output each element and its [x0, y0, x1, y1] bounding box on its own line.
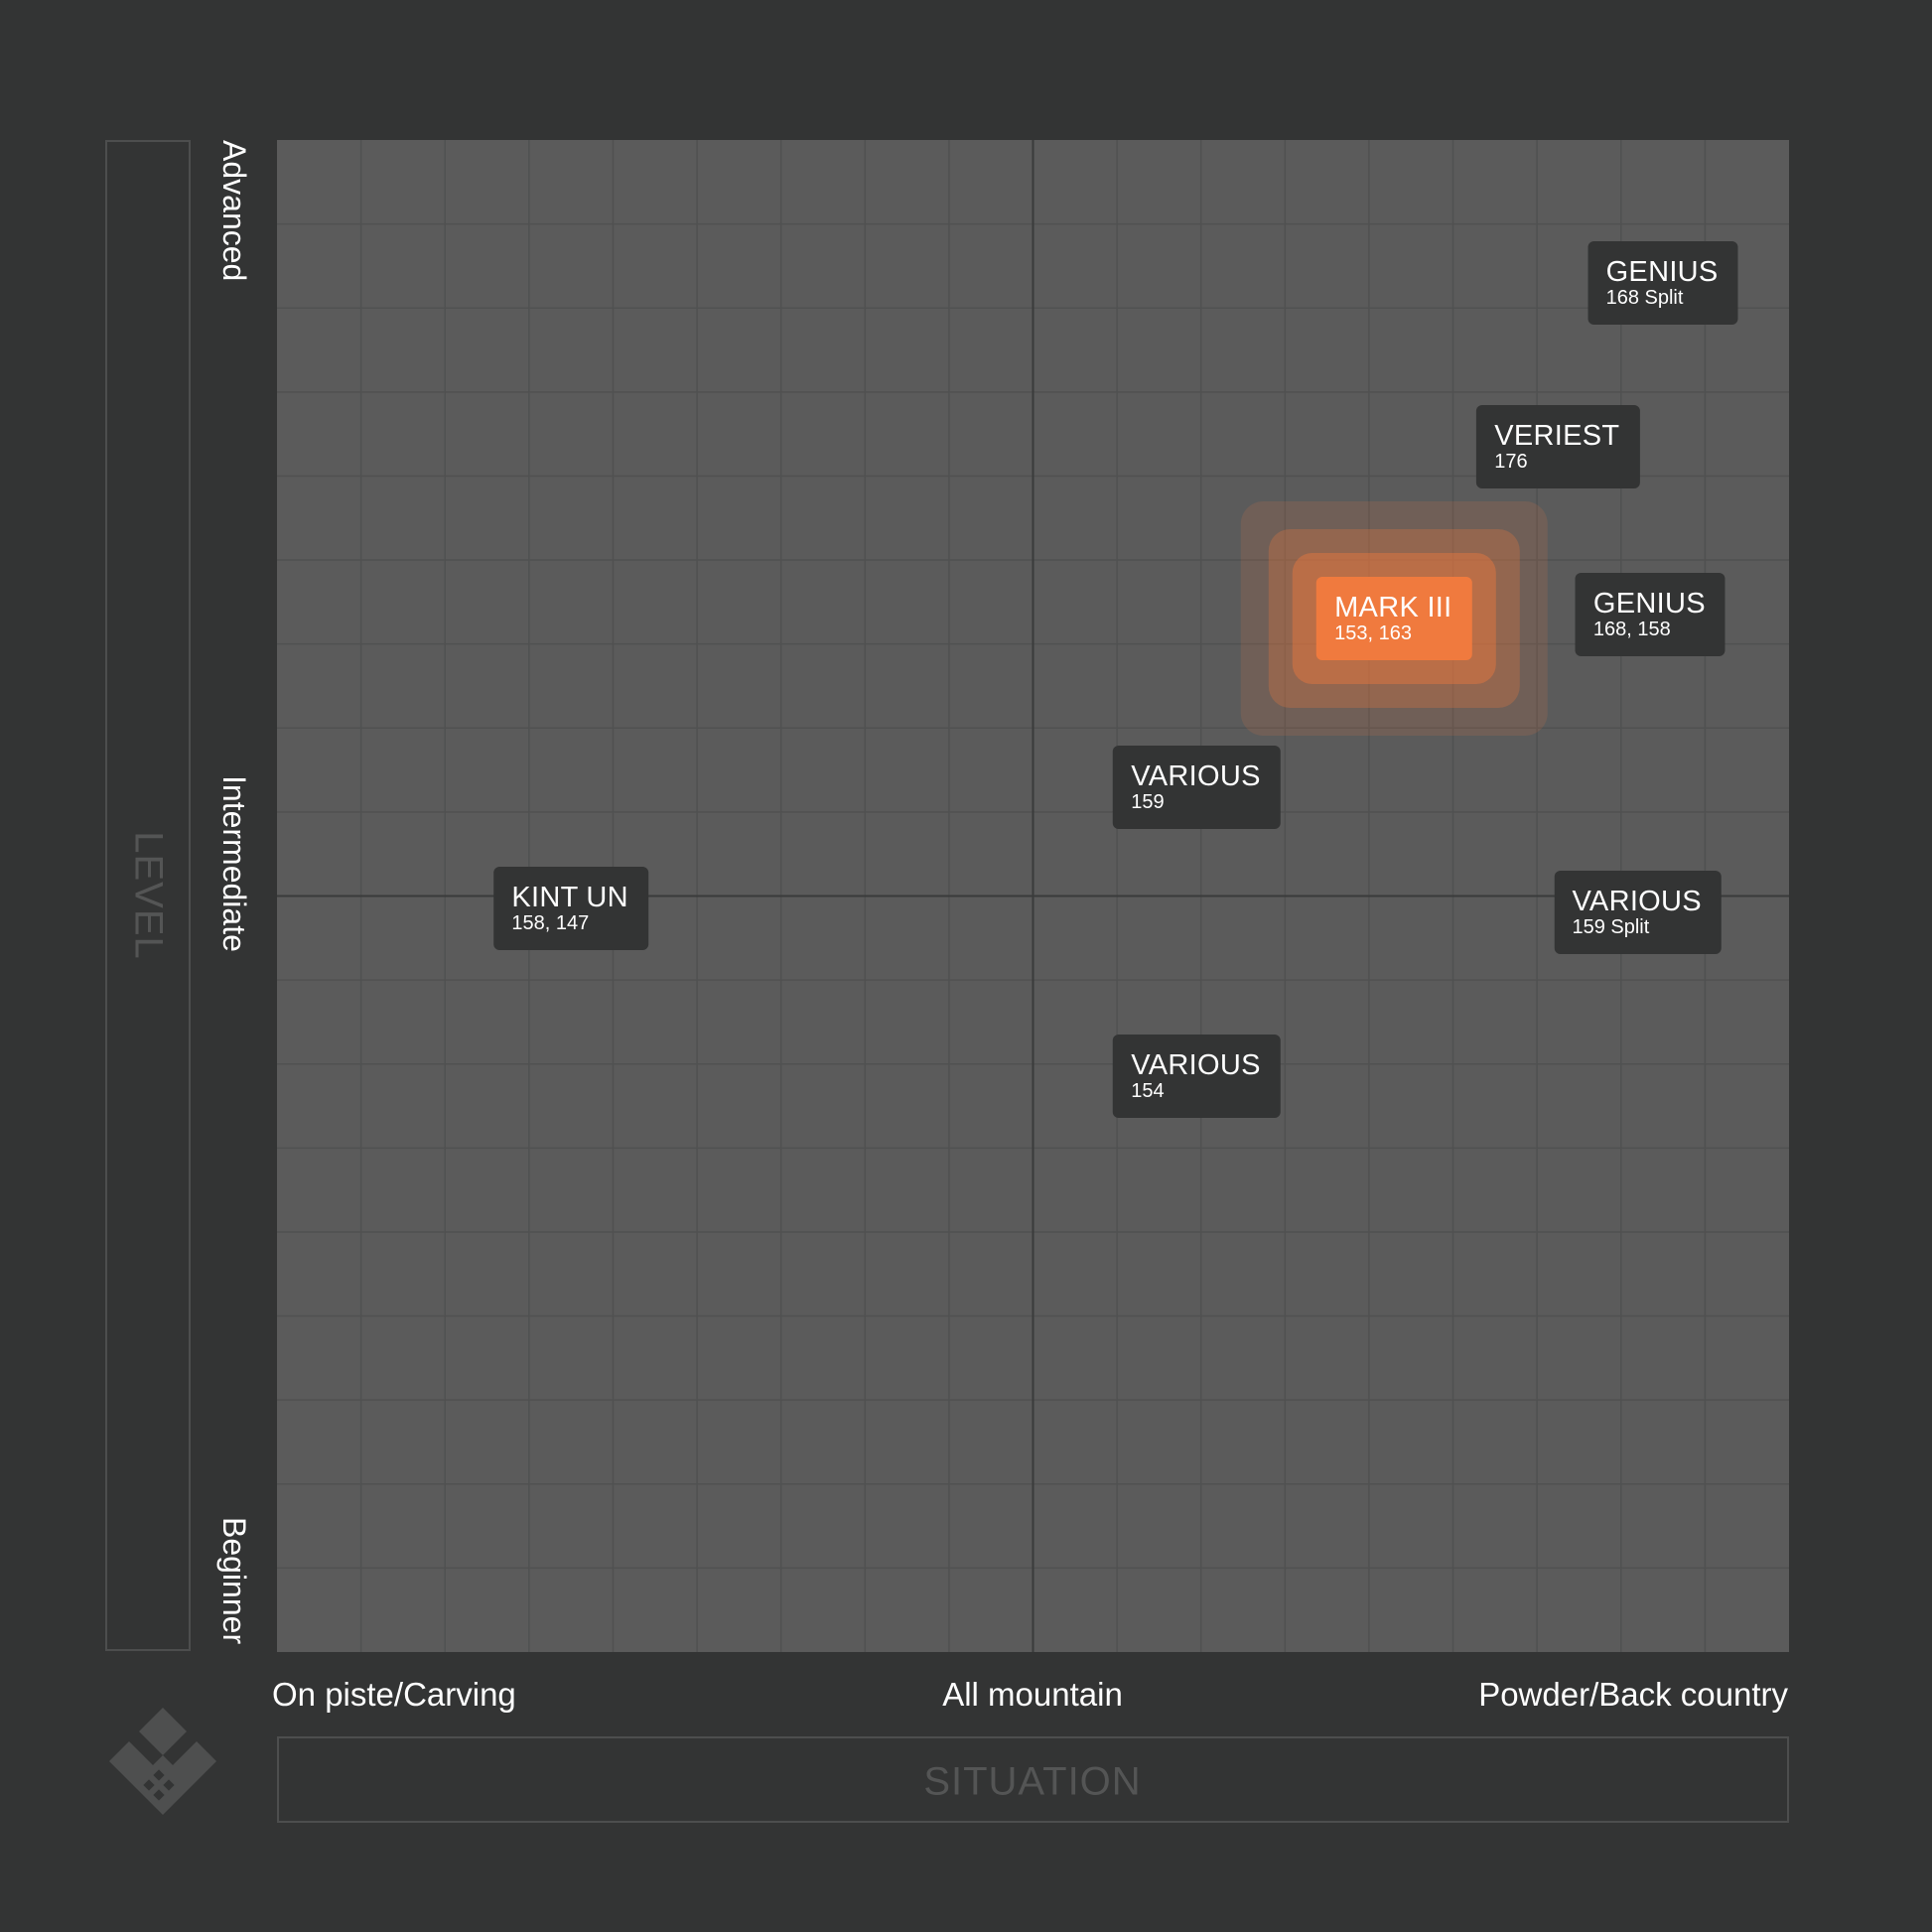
data-point-sizes: 176 — [1494, 450, 1528, 473]
level-axis-box — [105, 140, 191, 1651]
data-point-label: VERIEST 176 — [1476, 404, 1640, 488]
data-point-name: GENIUS — [1592, 588, 1706, 621]
situation-axis-box — [277, 1736, 1789, 1823]
data-point-sizes: 159 Split — [1572, 916, 1650, 939]
data-point-label: KINT UN 158, 147 — [493, 867, 648, 951]
data-point-name: MARK III — [1334, 592, 1452, 624]
chart-plot-area: GENIUS 168 Split VERIEST 176 MARK III 153, 16… — [277, 140, 1789, 1652]
chart-points: GENIUS 168 Split VERIEST 176 MARK III 153, 16… — [277, 140, 1789, 1652]
x-tick-label-powder: Powder/Back country — [1478, 1676, 1788, 1713]
data-point-sizes: 159 — [1131, 790, 1165, 813]
data-point-name: VARIOUS — [1131, 759, 1261, 792]
data-point-label: VARIOUS 159 Split — [1554, 871, 1722, 955]
data-point-name: GENIUS — [1605, 255, 1719, 288]
data-point-name: VARIOUS — [1131, 1049, 1261, 1082]
y-tick-label-beginner: Beginner — [216, 1517, 252, 1645]
data-point-sizes: 158, 147 — [511, 912, 590, 935]
data-point-label: GENIUS 168 Split — [1587, 240, 1738, 325]
y-axis-title: LEVEL — [126, 831, 171, 960]
data-point-name: KINT UN — [511, 882, 628, 914]
data-point-sizes: 168, 158 — [1592, 619, 1671, 641]
data-point-sizes: 154 — [1131, 1080, 1165, 1103]
y-tick-label-intermediate: Intermediate — [216, 775, 252, 952]
x-axis-title: SITUATION — [923, 1759, 1142, 1804]
x-tick-label-all-mountain: All mountain — [942, 1676, 1123, 1713]
chart-grid — [277, 140, 1789, 1652]
data-point-sizes: 168 Split — [1605, 286, 1684, 309]
y-tick-label-advanced: Advanced — [216, 140, 252, 282]
data-point-label-highlighted: MARK III 153, 163 — [1316, 577, 1472, 661]
data-point-label: VARIOUS 154 — [1113, 1035, 1281, 1119]
data-point-sizes: 153, 163 — [1334, 622, 1412, 645]
brand-logo-icon — [109, 1708, 216, 1815]
data-point-name: VERIEST — [1494, 419, 1620, 452]
data-point-name: VARIOUS — [1572, 886, 1702, 918]
x-tick-label-on-piste: On piste/Carving — [272, 1676, 516, 1713]
data-point-label: VARIOUS 159 — [1113, 745, 1281, 829]
data-point-label: GENIUS 168, 158 — [1575, 573, 1725, 657]
